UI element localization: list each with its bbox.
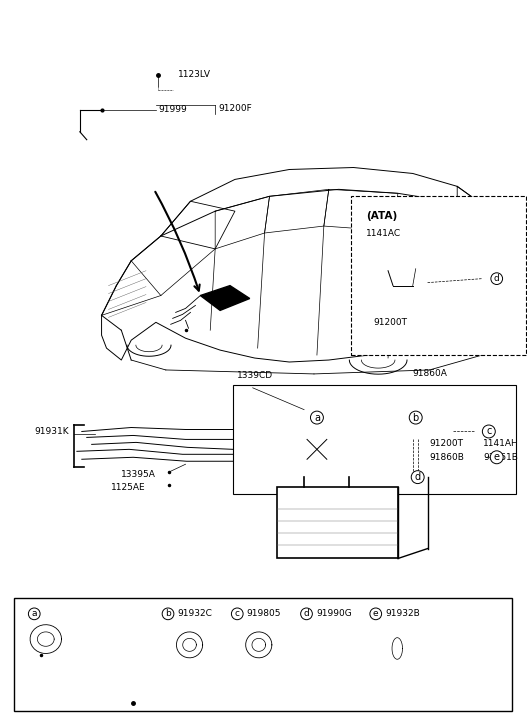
Text: a: a — [31, 609, 37, 619]
Text: e: e — [494, 452, 500, 462]
Polygon shape — [200, 286, 250, 310]
Text: a: a — [314, 413, 320, 422]
Text: b: b — [165, 609, 171, 619]
Text: 91200T: 91200T — [430, 439, 464, 448]
Text: 37290B: 37290B — [97, 632, 132, 640]
Text: 91200F: 91200F — [218, 105, 252, 113]
Text: 1339CD: 1339CD — [237, 371, 273, 380]
Text: 91860A: 91860A — [413, 369, 448, 378]
FancyBboxPatch shape — [14, 598, 511, 711]
Text: 91931H: 91931H — [33, 685, 68, 694]
Text: 91932C: 91932C — [177, 609, 212, 619]
Text: 1123LV: 1123LV — [178, 70, 211, 79]
Text: 91200T: 91200T — [373, 318, 407, 327]
Text: 1141AH: 1141AH — [483, 439, 519, 448]
FancyBboxPatch shape — [277, 487, 398, 558]
Text: e: e — [373, 609, 379, 619]
Text: 91932B: 91932B — [385, 609, 420, 619]
Text: 13395A: 13395A — [121, 470, 156, 478]
Text: 919805: 919805 — [247, 609, 281, 619]
Text: d: d — [415, 472, 421, 482]
Text: 91861B: 91861B — [483, 453, 518, 462]
Text: d: d — [304, 609, 310, 619]
Text: (ATA): (ATA) — [366, 211, 398, 221]
Text: 1125AE: 1125AE — [112, 483, 146, 491]
Text: 91860B: 91860B — [430, 453, 465, 462]
Text: 1141AC: 1141AC — [366, 229, 401, 238]
Text: 91990G: 91990G — [316, 609, 352, 619]
FancyBboxPatch shape — [233, 385, 517, 494]
Text: 91931K: 91931K — [35, 427, 69, 436]
Text: 919801: 919801 — [97, 648, 132, 656]
Text: d: d — [494, 274, 500, 283]
Text: b: b — [413, 413, 419, 422]
FancyBboxPatch shape — [350, 196, 526, 355]
Text: 1140AA: 1140AA — [105, 685, 140, 694]
Text: c: c — [486, 427, 492, 436]
Text: c: c — [235, 609, 240, 619]
Text: 91999: 91999 — [159, 105, 187, 114]
